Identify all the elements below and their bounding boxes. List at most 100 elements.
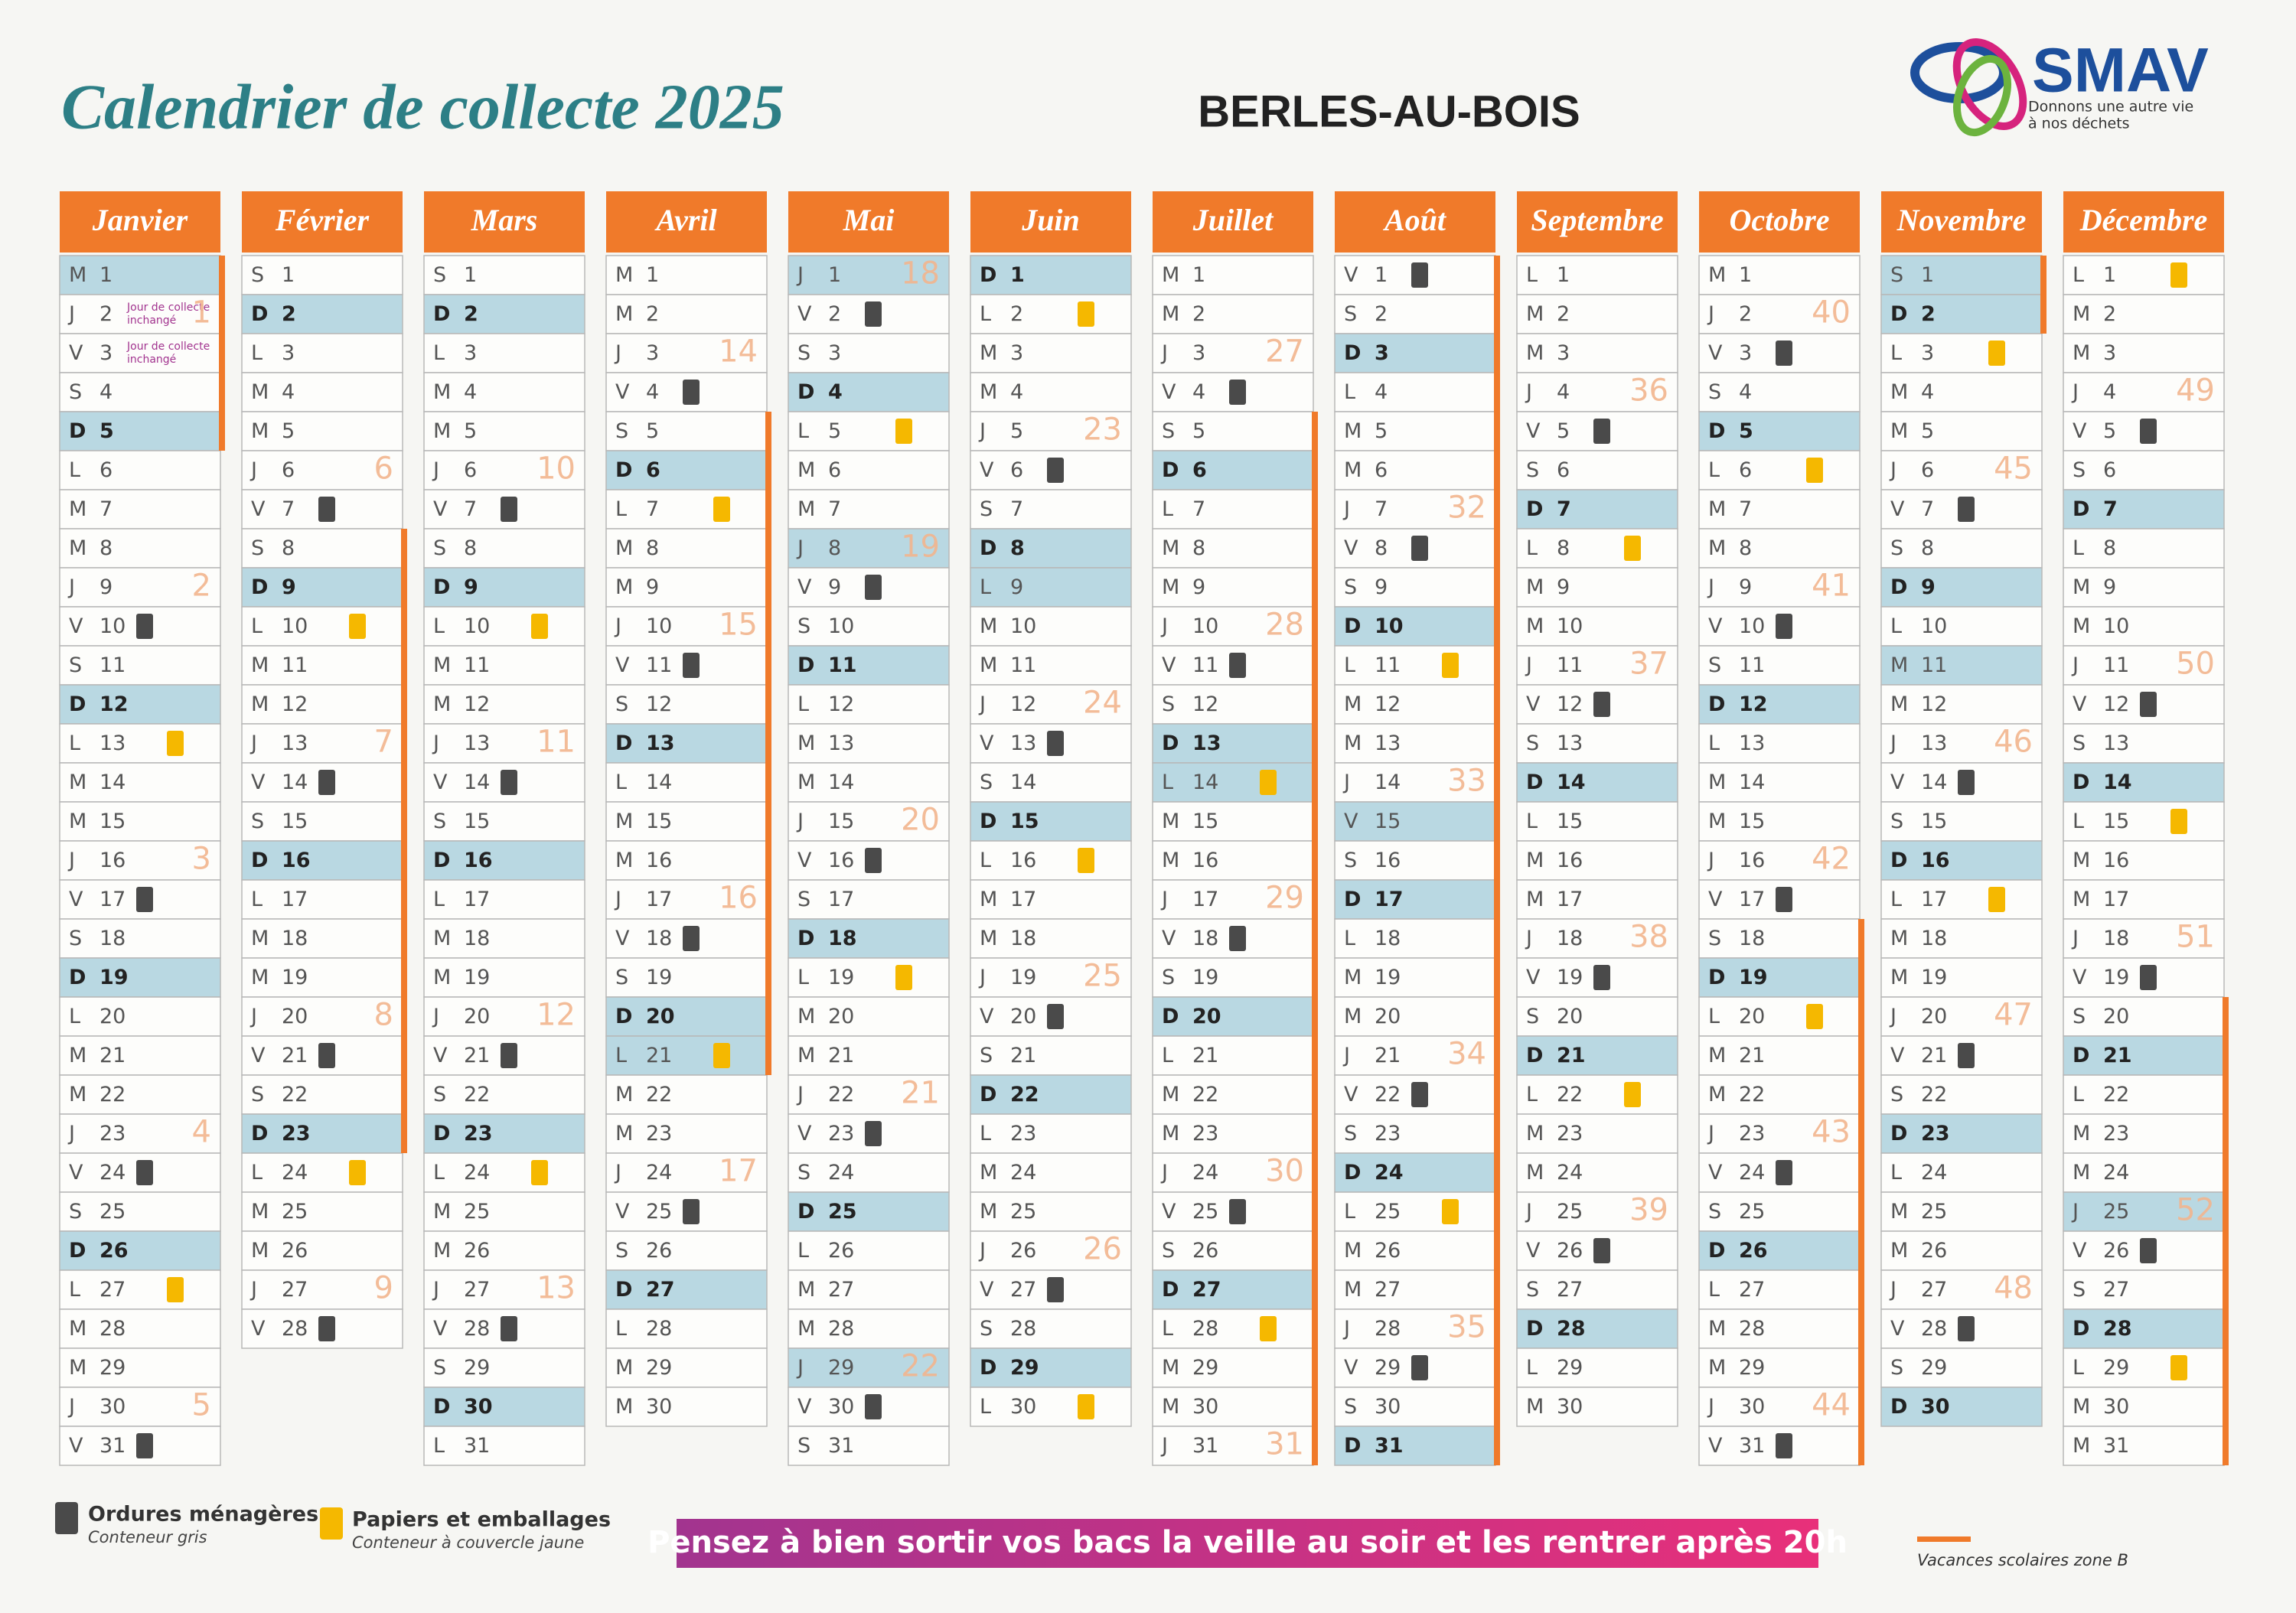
day-number: 2 bbox=[1739, 302, 1752, 326]
day-letter: M bbox=[1708, 536, 1726, 560]
day-row bbox=[2063, 645, 2225, 686]
day-letter: L bbox=[980, 849, 991, 872]
day-letter: D bbox=[1708, 419, 1725, 443]
day-number: 10 bbox=[282, 614, 308, 638]
day-number: 26 bbox=[646, 1239, 672, 1263]
day-row bbox=[1516, 1152, 1678, 1193]
day-number: 5 bbox=[99, 419, 114, 443]
month-header bbox=[1699, 191, 1860, 253]
day-letter: M bbox=[1162, 575, 1179, 599]
day-number: 6 bbox=[828, 458, 841, 482]
day-row bbox=[970, 684, 1132, 725]
day-row bbox=[1698, 684, 1861, 725]
day-row bbox=[788, 333, 950, 373]
day-number: 29 bbox=[828, 1356, 854, 1380]
day-letter: S bbox=[1162, 1239, 1175, 1263]
day-number: 19 bbox=[1010, 966, 1036, 989]
day-note: Jour de collecte bbox=[126, 301, 210, 314]
bin-jaune bbox=[1806, 458, 1823, 483]
day-letter: M bbox=[251, 419, 269, 443]
day-number: 6 bbox=[282, 458, 295, 482]
day-number: 28 bbox=[464, 1317, 490, 1341]
day-letter: M bbox=[1162, 810, 1179, 833]
day-letter: S bbox=[433, 1356, 446, 1380]
day-row bbox=[2063, 1113, 2225, 1154]
day-row bbox=[605, 1308, 768, 1349]
day-number: 28 bbox=[1921, 1317, 1947, 1341]
day-letter: D bbox=[2073, 1044, 2089, 1067]
day-row bbox=[1152, 411, 1314, 451]
day-number: 7 bbox=[99, 497, 113, 521]
day-number: 3 bbox=[646, 341, 659, 365]
day-letter: S bbox=[615, 966, 628, 989]
day-number: 22 bbox=[828, 1083, 854, 1106]
bin-gris bbox=[2140, 692, 2157, 717]
day-letter: M bbox=[980, 1161, 997, 1184]
day-letter: M bbox=[2073, 575, 2090, 599]
day-row bbox=[59, 996, 221, 1037]
day-number: 16 bbox=[1375, 849, 1401, 872]
day-letter: V bbox=[1708, 341, 1723, 365]
day-letter: M bbox=[797, 497, 815, 521]
day-letter: V bbox=[69, 1161, 83, 1184]
week-number: 48 bbox=[1994, 1271, 2033, 1306]
legend-icon-jaune bbox=[320, 1507, 343, 1540]
bin-gris bbox=[1593, 692, 1610, 717]
day-letter: S bbox=[1708, 1200, 1721, 1224]
month-name: Janvier bbox=[92, 203, 188, 237]
day-number: 18 bbox=[1557, 927, 1583, 950]
day-letter: V bbox=[1162, 653, 1176, 677]
day-letter: V bbox=[433, 1044, 448, 1067]
day-row bbox=[1516, 918, 1678, 959]
day-letter: J bbox=[2071, 1200, 2079, 1224]
day-number: 27 bbox=[282, 1278, 308, 1302]
day-number: 18 bbox=[828, 927, 857, 950]
day-row bbox=[2063, 1426, 2225, 1466]
week-number: 4 bbox=[192, 1115, 211, 1150]
day-number: 26 bbox=[464, 1239, 490, 1263]
day-number: 28 bbox=[1010, 1317, 1036, 1341]
day-letter: V bbox=[1162, 927, 1176, 950]
day-number: 12 bbox=[1557, 692, 1583, 716]
day-row bbox=[1334, 450, 1496, 490]
day-number: 2 bbox=[1010, 302, 1023, 326]
day-number: 23 bbox=[1375, 1122, 1401, 1145]
day-letter: S bbox=[1708, 653, 1721, 677]
bin-gris bbox=[501, 1316, 517, 1341]
day-letter: D bbox=[251, 302, 268, 326]
day-row bbox=[241, 840, 403, 881]
day-number: 14 bbox=[1557, 771, 1586, 794]
day-number: 4 bbox=[646, 380, 659, 404]
day-letter: V bbox=[980, 458, 994, 482]
day-letter: M bbox=[2073, 1395, 2090, 1419]
day-letter: L bbox=[69, 1278, 80, 1302]
day-row bbox=[1152, 294, 1314, 334]
day-letter: J bbox=[1525, 653, 1532, 677]
day-number: 10 bbox=[1921, 614, 1947, 638]
day-letter: D bbox=[1526, 497, 1543, 521]
day-number: 23 bbox=[282, 1122, 311, 1145]
day-row bbox=[241, 1230, 403, 1271]
day-number: 30 bbox=[828, 1395, 854, 1419]
day-row bbox=[1880, 1230, 2043, 1271]
day-row bbox=[788, 684, 950, 725]
day-letter: M bbox=[69, 536, 86, 560]
day-letter: V bbox=[2073, 692, 2087, 716]
day-number: 1 bbox=[99, 263, 113, 287]
day-row bbox=[1516, 723, 1678, 764]
day-letter: M bbox=[1708, 497, 1726, 521]
week-number: 15 bbox=[719, 608, 758, 643]
day-letter: D bbox=[1526, 771, 1543, 794]
day-number: 15 bbox=[828, 810, 854, 833]
bin-jaune bbox=[1988, 341, 2005, 366]
day-number: 9 bbox=[646, 575, 659, 599]
day-row bbox=[1880, 294, 2043, 334]
day-number: 18 bbox=[646, 927, 672, 950]
day-number: 11 bbox=[1010, 653, 1036, 677]
day-number: 13 bbox=[99, 732, 126, 755]
week-number: 14 bbox=[719, 334, 758, 370]
day-letter: S bbox=[69, 380, 82, 404]
bin-gris bbox=[1776, 614, 1792, 639]
day-row bbox=[1698, 567, 1861, 608]
